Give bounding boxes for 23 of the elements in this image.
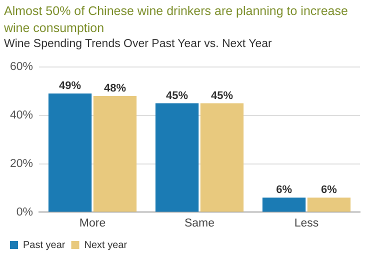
data-label: 49% <box>59 80 82 92</box>
bar <box>48 94 92 212</box>
y-tick-label: 60% <box>10 61 34 74</box>
chart-title: Almost 50% of Chinese wine drinkers are planning to increase wine consumption <box>4 3 349 37</box>
legend-label: Past year <box>23 240 66 251</box>
bar <box>155 103 199 212</box>
legend-label: Next year <box>84 240 128 251</box>
x-tick-label: Less <box>294 217 319 230</box>
bar <box>262 198 306 212</box>
x-tick-label: Same <box>184 217 215 230</box>
bar <box>93 96 137 212</box>
y-tick-label: 0% <box>16 206 34 218</box>
data-label: 45% <box>166 90 188 102</box>
y-tick-label: 20% <box>10 158 34 170</box>
y-tick-label: 40% <box>10 110 34 122</box>
bar <box>200 103 244 212</box>
bar <box>307 198 351 212</box>
data-label: 45% <box>210 90 234 102</box>
data-label: 6% <box>321 184 338 196</box>
data-label: 48% <box>104 82 126 94</box>
chart-subtitle: Wine Spending Trends Over Past Year vs. Next Year <box>4 38 272 50</box>
data-label: 6% <box>276 184 292 196</box>
x-tick-label: More <box>79 217 106 230</box>
